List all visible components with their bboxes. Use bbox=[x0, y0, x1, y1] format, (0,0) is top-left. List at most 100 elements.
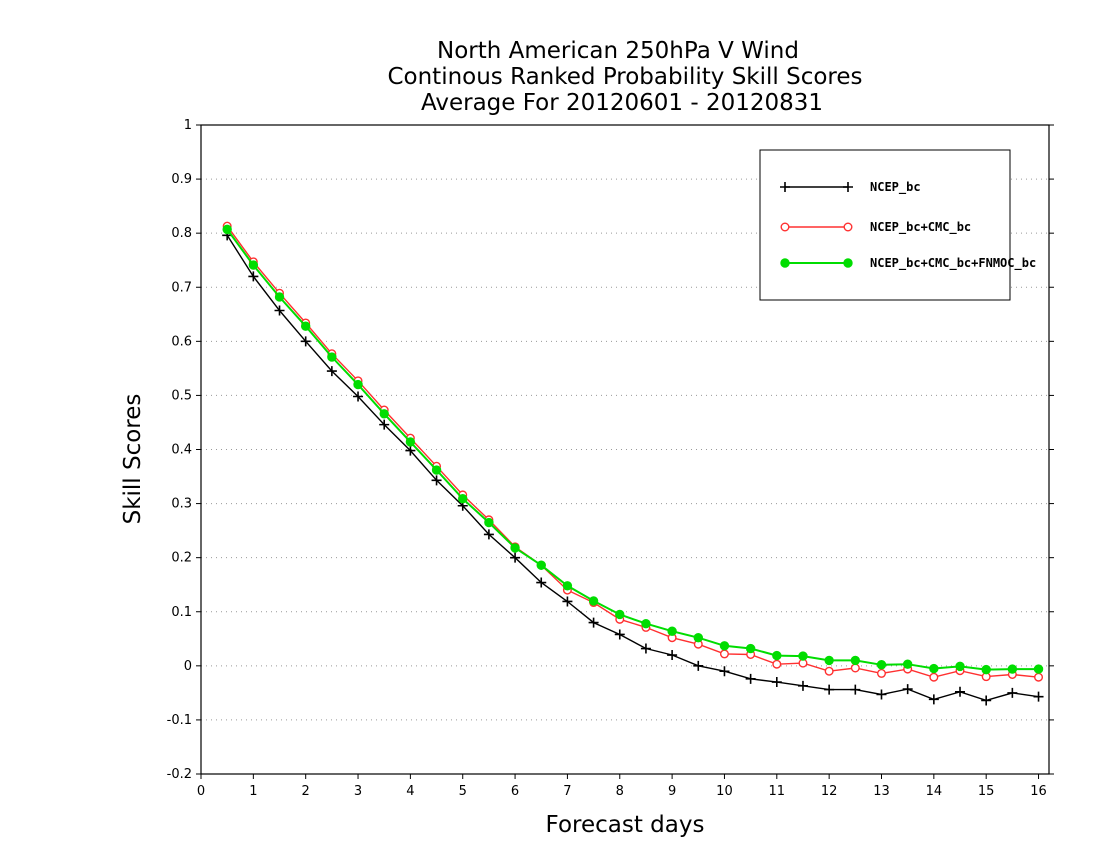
data-point bbox=[719, 649, 729, 659]
legend-label: NCEP_bc+CMC_bc+FNMOC_bc bbox=[870, 256, 1036, 271]
data-point bbox=[484, 517, 494, 528]
chart-title: North American 250hPa V Wind Continous R… bbox=[387, 38, 862, 116]
data-point bbox=[640, 643, 651, 654]
x-tick-label: 11 bbox=[769, 784, 786, 799]
data-point bbox=[797, 680, 808, 691]
legend-entry: NCEP_bc+CMC_bc bbox=[780, 220, 971, 235]
y-tick-label: 0.5 bbox=[171, 388, 192, 403]
data-point bbox=[405, 445, 416, 456]
y-tick-label: 0.1 bbox=[171, 605, 192, 620]
x-tick-label: 15 bbox=[978, 784, 995, 799]
data-point bbox=[1033, 691, 1044, 702]
data-series bbox=[222, 221, 1044, 706]
data-point bbox=[248, 271, 259, 282]
data-point bbox=[780, 258, 790, 268]
series-ncep-bc-cmc-bc-fnmoc-bc bbox=[222, 224, 1044, 675]
data-point bbox=[876, 660, 887, 670]
y-tick-label: 1 bbox=[184, 118, 192, 133]
data-point bbox=[641, 618, 651, 629]
series-ncep-bc bbox=[222, 230, 1044, 706]
y-tick-label: 0.3 bbox=[171, 497, 192, 512]
y-tick-label: 0.7 bbox=[171, 280, 192, 295]
data-point bbox=[955, 686, 966, 697]
data-point bbox=[772, 650, 782, 661]
data-point bbox=[248, 260, 259, 270]
x-axis-ticks: 0 1 2 3 4 5 6 7 8 9 10 11 12 13 14 15 16 bbox=[197, 774, 1047, 799]
y-tick-label: 0 bbox=[184, 659, 192, 674]
data-point bbox=[780, 222, 790, 232]
data-point bbox=[379, 419, 390, 430]
x-tick-label: 2 bbox=[302, 784, 310, 799]
data-point bbox=[843, 222, 853, 232]
x-tick-label: 14 bbox=[926, 784, 943, 799]
data-point bbox=[300, 321, 311, 331]
data-point bbox=[981, 664, 991, 675]
legend-label: NCEP_bc+CMC_bc bbox=[870, 220, 971, 235]
data-point bbox=[981, 695, 992, 706]
data-point bbox=[928, 694, 939, 705]
series-line bbox=[226, 234, 1039, 702]
data-point bbox=[1034, 672, 1044, 682]
data-point bbox=[1007, 664, 1018, 674]
x-tick-label: 3 bbox=[354, 784, 362, 799]
data-point bbox=[536, 577, 547, 588]
data-point bbox=[850, 663, 860, 673]
y-axis-ticks: -0.2 -0.1 0 0.1 0.2 0.3 0.4 0.5 0.6 0.7 0.8 0.9 1 bbox=[167, 118, 1054, 782]
x-tick-label: 1 bbox=[249, 784, 257, 799]
y-tick-label: 0.9 bbox=[171, 172, 192, 187]
y-tick-label: -0.1 bbox=[167, 713, 192, 728]
x-axis-label: Forecast days bbox=[546, 812, 705, 838]
legend-entry: NCEP_bc bbox=[780, 180, 921, 195]
data-point bbox=[327, 352, 337, 362]
data-point bbox=[843, 258, 853, 268]
data-point bbox=[798, 651, 808, 661]
x-tick-label: 10 bbox=[716, 784, 733, 799]
y-tick-label: 0.6 bbox=[171, 334, 192, 349]
y-tick-label: 0.2 bbox=[171, 551, 192, 566]
data-point bbox=[588, 596, 599, 606]
data-point bbox=[850, 684, 861, 695]
data-point bbox=[693, 633, 703, 643]
legend-box bbox=[759, 149, 1011, 301]
data-point bbox=[588, 617, 599, 628]
x-tick-label: 5 bbox=[459, 784, 467, 799]
data-point bbox=[274, 305, 285, 316]
y-tick-label: 0.8 bbox=[171, 226, 192, 241]
data-point bbox=[824, 666, 834, 676]
x-tick-label: 4 bbox=[406, 784, 414, 799]
data-point bbox=[929, 663, 939, 674]
data-point bbox=[850, 655, 861, 666]
y-tick-label: -0.2 bbox=[167, 767, 192, 782]
data-point bbox=[955, 661, 965, 672]
data-point bbox=[300, 336, 311, 347]
x-tick-label: 0 bbox=[197, 784, 205, 799]
title-line-1: North American 250hPa V Wind bbox=[437, 38, 799, 64]
data-point bbox=[772, 659, 782, 669]
data-point bbox=[353, 391, 364, 402]
legend: NCEP_bc NCEP_bc+CMC_bc NCEP_bc+CMC_bc+FNMO… bbox=[759, 149, 1036, 301]
data-point bbox=[902, 684, 913, 695]
data-point bbox=[876, 689, 887, 700]
data-point bbox=[274, 292, 285, 302]
data-point bbox=[510, 552, 521, 563]
data-point bbox=[843, 182, 853, 192]
data-point bbox=[929, 672, 939, 682]
x-tick-label: 8 bbox=[616, 784, 624, 799]
data-point bbox=[824, 655, 834, 666]
x-tick-label: 13 bbox=[873, 784, 890, 799]
data-point bbox=[562, 581, 573, 591]
data-point bbox=[326, 366, 337, 377]
title-line-3: Average For 20120601 - 20120831 bbox=[421, 90, 823, 116]
data-point bbox=[667, 626, 677, 636]
plot-frame bbox=[200, 124, 1050, 775]
data-point bbox=[745, 643, 756, 654]
y-tick-label: 0.4 bbox=[171, 443, 192, 458]
data-point bbox=[405, 437, 416, 447]
data-point bbox=[667, 650, 678, 661]
x-tick-label: 6 bbox=[511, 784, 519, 799]
data-point bbox=[615, 609, 625, 620]
legend-entry: NCEP_bc+CMC_bc+FNMOC_bc bbox=[780, 256, 1036, 271]
data-point bbox=[353, 379, 363, 390]
data-point bbox=[431, 465, 442, 475]
